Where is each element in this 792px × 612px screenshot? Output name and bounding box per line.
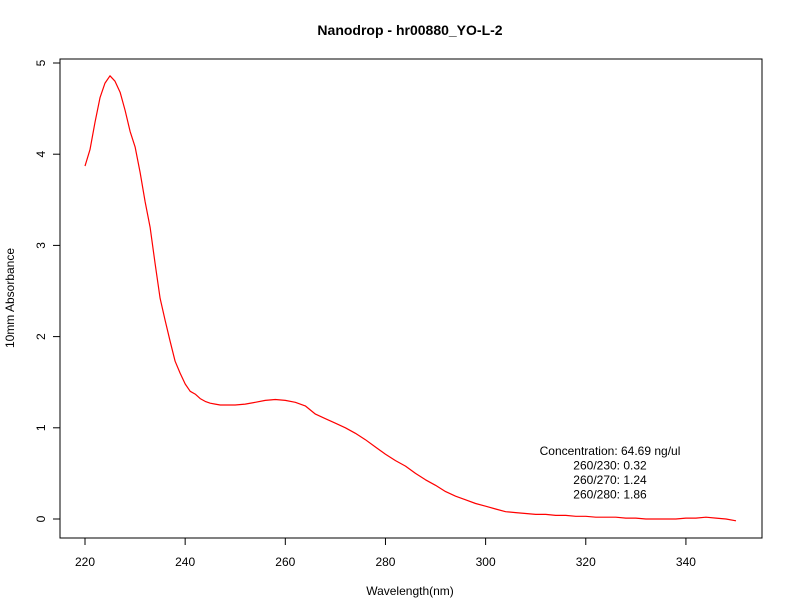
annotation-line: Concentration: 64.69 ng/ul: [540, 444, 681, 458]
chart-title: Nanodrop - hr00880_YO-L-2: [317, 22, 502, 38]
x-tick-label: 320: [576, 555, 596, 569]
y-tick-label: 5: [34, 59, 48, 66]
y-tick-label: 3: [34, 242, 48, 249]
y-axis-label: 10mm Absorbance: [3, 248, 17, 348]
x-tick-label: 300: [476, 555, 496, 569]
x-tick-label: 260: [275, 555, 295, 569]
x-tick-label: 240: [175, 555, 195, 569]
x-axis: 220 240 260 280 300 320 340: [75, 537, 696, 569]
y-tick-label: 1: [34, 424, 48, 431]
absorbance-series-line: [84, 75, 737, 522]
y-axis: 0 1 2 3 4 5: [34, 59, 61, 522]
y-tick-label: 4: [34, 151, 48, 158]
x-tick-label: 280: [375, 555, 395, 569]
annotation-line: 260/270: 1.24: [573, 473, 647, 487]
x-tick-label: 220: [75, 555, 95, 569]
series-layer: [84, 75, 737, 522]
x-axis-label: Wavelength(nm): [366, 584, 454, 598]
annotation-line: 260/280: 1.86: [573, 488, 647, 502]
x-tick-label: 340: [676, 555, 696, 569]
annotation-line: 260/230: 0.32: [573, 459, 647, 473]
y-tick-label: 0: [34, 515, 48, 522]
y-tick-label: 2: [34, 333, 48, 340]
